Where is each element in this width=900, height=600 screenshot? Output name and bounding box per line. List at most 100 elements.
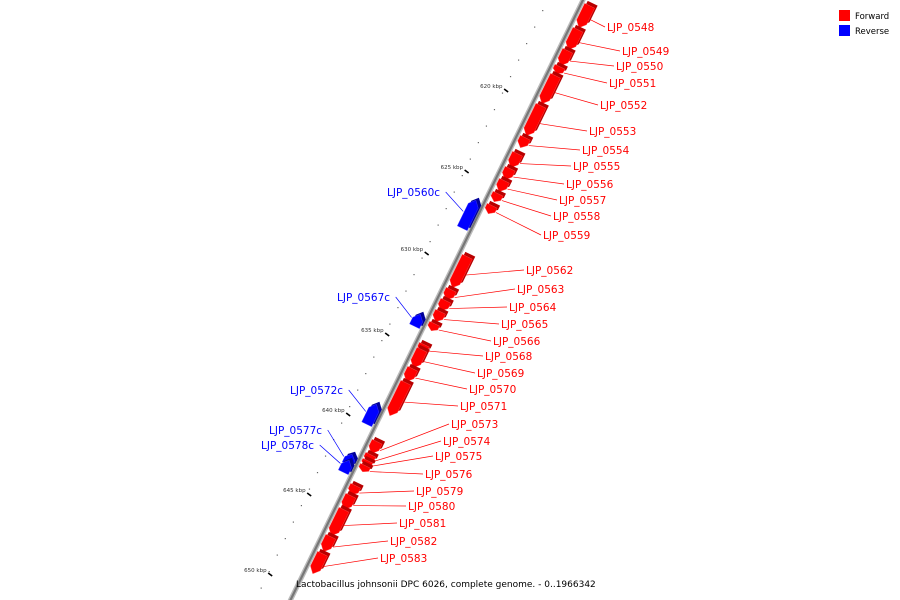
genome-backbone bbox=[287, 0, 586, 600]
gene-label: LJP_0570 bbox=[469, 384, 516, 396]
gene-label: LJP_0575 bbox=[435, 451, 482, 463]
minor-ticks bbox=[260, 10, 544, 589]
gene-leader-line bbox=[449, 306, 508, 309]
minor-tick bbox=[413, 274, 415, 276]
gene-label: LJP_0574 bbox=[443, 436, 491, 448]
gene-leader-line bbox=[513, 176, 565, 185]
gene-leader-line bbox=[438, 329, 492, 342]
scale-ticks: 620 kbp 625 kbp 630 kbp 635 kbp 640 kbp 645 k… bbox=[244, 84, 509, 577]
gene-leader-line bbox=[554, 92, 599, 106]
gene-label: LJP_0583 bbox=[380, 553, 427, 565]
gene-feature bbox=[387, 380, 412, 416]
minor-tick bbox=[526, 43, 528, 45]
gene-label: LJP_0569 bbox=[477, 368, 524, 380]
gene-label: LJP_0572c bbox=[290, 385, 343, 397]
minor-tick bbox=[349, 406, 351, 408]
minor-tick bbox=[276, 554, 278, 556]
gene-leader-line bbox=[519, 163, 572, 167]
gene-feature bbox=[539, 73, 561, 104]
minor-tick bbox=[429, 241, 431, 243]
minor-tick bbox=[437, 224, 439, 226]
gene-label: LJP_0551 bbox=[609, 78, 656, 90]
gene-leader-line bbox=[507, 188, 558, 201]
major-tick bbox=[464, 169, 470, 174]
gene-label: LJP_0555 bbox=[573, 161, 620, 173]
minor-tick bbox=[501, 92, 504, 94]
gene-feature bbox=[565, 27, 584, 50]
gene-label: LJP_0562 bbox=[526, 265, 573, 277]
gene-features bbox=[310, 0, 598, 574]
minor-tick bbox=[485, 125, 488, 127]
gene-feature bbox=[432, 309, 446, 322]
gene-feature bbox=[338, 460, 352, 475]
gene-label: LJP_0553 bbox=[589, 126, 636, 138]
gene-label: LJP_0559 bbox=[543, 230, 590, 242]
gene-feature bbox=[508, 151, 523, 168]
minor-tick bbox=[445, 208, 447, 210]
minor-tick bbox=[469, 158, 471, 160]
gene-feature bbox=[358, 463, 371, 472]
gene-leader-line bbox=[589, 19, 606, 28]
gene-leader-line bbox=[343, 522, 398, 526]
gene-label: LJP_0568 bbox=[485, 351, 532, 363]
gene-feature bbox=[438, 298, 452, 311]
gene-label: LJP_0571 bbox=[460, 401, 507, 413]
minor-tick bbox=[461, 175, 463, 177]
legend: Forward Reverse bbox=[839, 10, 889, 37]
gene-leader-line bbox=[465, 269, 525, 276]
minor-tick bbox=[477, 142, 479, 144]
gene-label: LJP_0580 bbox=[408, 501, 455, 513]
gene-label: LJP_0550 bbox=[616, 61, 663, 73]
scale-tick-label: 645 kbp bbox=[283, 488, 306, 494]
minor-tick bbox=[373, 356, 375, 358]
gene-feature bbox=[552, 64, 566, 74]
major-tick bbox=[306, 492, 312, 497]
gene-leader-line bbox=[379, 423, 450, 451]
major-tick bbox=[345, 412, 351, 417]
major-tick bbox=[424, 251, 430, 256]
gene-leader-line bbox=[454, 288, 516, 298]
gene-leader-line bbox=[323, 557, 379, 567]
scale-tick-label: 650 kbp bbox=[244, 568, 267, 574]
gene-feature bbox=[576, 3, 595, 28]
gene-leader-line bbox=[319, 444, 341, 464]
minor-tick bbox=[381, 340, 383, 342]
gene-label: LJP_0552 bbox=[600, 100, 647, 112]
gene-label: LJP_0558 bbox=[553, 211, 600, 223]
gene-feature bbox=[409, 314, 423, 329]
gene-feature bbox=[320, 534, 337, 552]
gene-leader-line bbox=[348, 389, 367, 412]
gene-label: LJP_0565 bbox=[501, 319, 548, 331]
gene-feature bbox=[502, 166, 516, 180]
gene-feature bbox=[368, 439, 383, 454]
gene-label: LJP_0567c bbox=[337, 292, 390, 304]
gene-feature bbox=[427, 321, 440, 331]
gene-label: LJP_0573 bbox=[451, 419, 498, 431]
gene-leader-line bbox=[374, 440, 442, 462]
gene-label: LJP_0560c bbox=[387, 187, 440, 199]
gene-label: LJP_0554 bbox=[582, 145, 630, 157]
minor-tick bbox=[421, 257, 423, 259]
gene-leader-line bbox=[445, 191, 464, 212]
gene-feature bbox=[496, 178, 510, 192]
gene-leader-line bbox=[372, 455, 434, 467]
gene-label: LJP_0564 bbox=[509, 302, 557, 314]
minor-tick bbox=[308, 488, 311, 490]
scale-tick-label: 625 kbp bbox=[441, 165, 464, 171]
genome-caption: Lactobacillus johnsonii DPC 6026, comple… bbox=[296, 580, 596, 590]
minor-tick bbox=[453, 191, 455, 193]
gene-feature bbox=[457, 200, 479, 231]
legend-reverse-swatch bbox=[839, 25, 850, 36]
legend-forward-swatch bbox=[839, 10, 850, 21]
gene-feature bbox=[410, 347, 428, 368]
gene-feature bbox=[443, 287, 457, 300]
gene-leader-line bbox=[395, 296, 412, 318]
gene-leader-line bbox=[578, 42, 621, 52]
gene-label: LJP_0548 bbox=[607, 22, 654, 34]
minor-tick bbox=[260, 587, 262, 589]
minor-tick bbox=[509, 76, 512, 78]
gene-label: LJP_0549 bbox=[622, 46, 669, 58]
gene-feature bbox=[484, 203, 498, 214]
minor-tick bbox=[316, 472, 319, 474]
